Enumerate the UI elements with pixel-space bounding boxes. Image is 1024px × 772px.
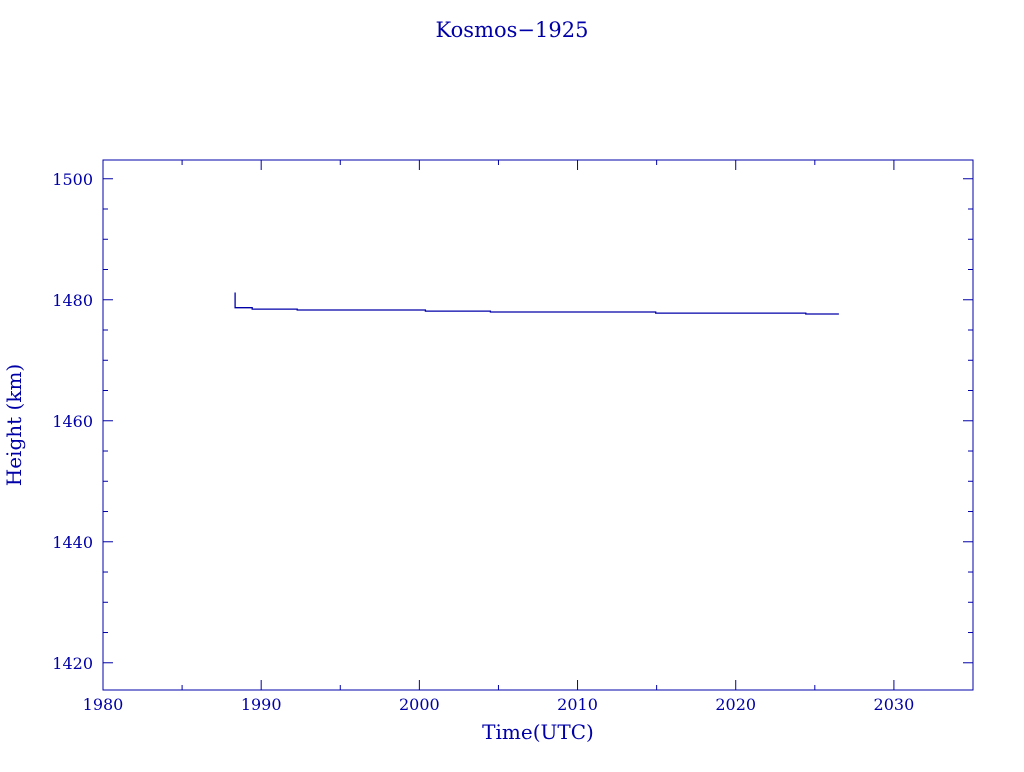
y-tick-label: 1440	[52, 533, 93, 552]
x-tick-label: 1980	[83, 695, 124, 714]
chart-title: Kosmos−1925	[436, 18, 589, 42]
y-tick-label: 1500	[52, 170, 93, 189]
x-tick-label: 1990	[241, 695, 282, 714]
plot-frame	[102, 159, 974, 691]
y-axis-label: Height (km)	[2, 364, 26, 486]
x-axis-label: Time(UTC)	[482, 720, 594, 744]
x-tick-label: 2020	[715, 695, 756, 714]
x-tick-label: 2010	[557, 695, 598, 714]
x-tick-label: 2000	[399, 695, 440, 714]
x-tick-label: 2030	[874, 695, 915, 714]
height-series-line	[234, 292, 839, 315]
y-tick-label: 1480	[52, 291, 93, 310]
y-tick-label: 1460	[52, 412, 93, 431]
y-tick-label: 1420	[52, 654, 93, 673]
